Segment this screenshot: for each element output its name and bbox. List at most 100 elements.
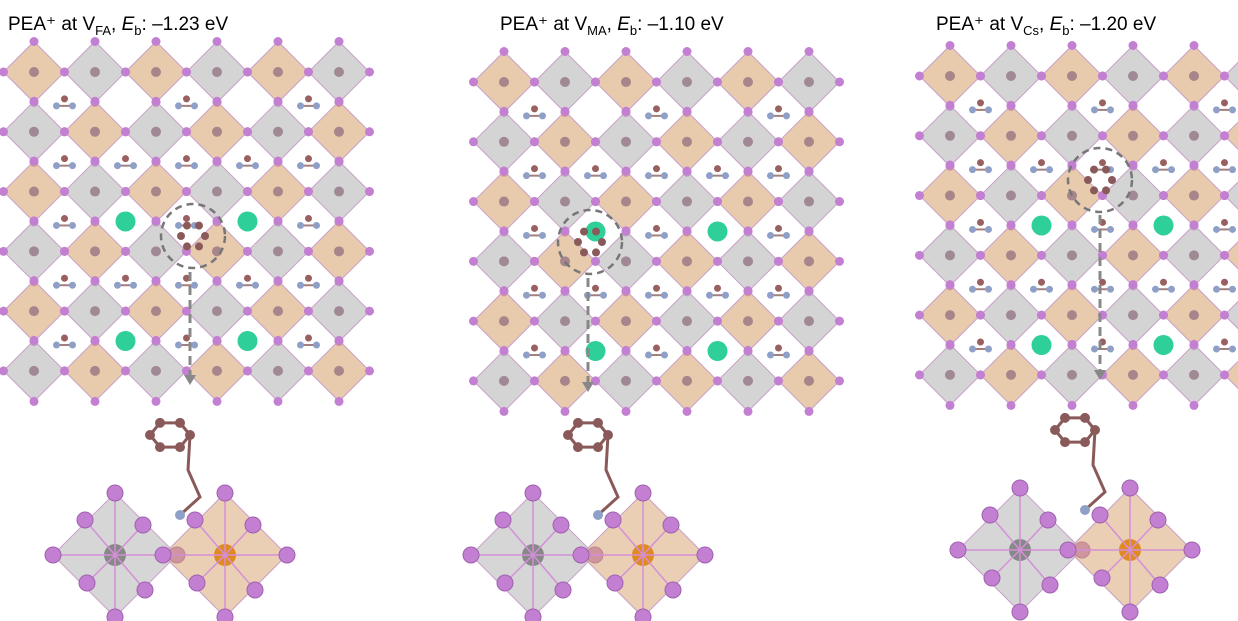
halide-atom <box>946 101 955 110</box>
cation <box>238 331 258 351</box>
n-atom <box>1091 286 1098 293</box>
halide-atom <box>950 542 966 558</box>
halide-atom <box>365 187 374 196</box>
n-atom <box>1107 106 1114 113</box>
c-atom <box>244 155 251 162</box>
halide-atom <box>976 72 985 81</box>
c-atom <box>183 215 190 222</box>
metal-atom <box>945 71 955 81</box>
metal-atom <box>804 256 814 266</box>
halide-atom <box>713 197 722 206</box>
halide-atom <box>137 582 153 598</box>
halide-atom <box>365 366 374 375</box>
halide-atom <box>182 68 191 77</box>
halide-atom <box>121 68 130 77</box>
cation <box>1154 335 1174 355</box>
halide-atom <box>591 317 600 326</box>
metal-atom <box>151 366 161 376</box>
halide-atom <box>915 72 924 81</box>
n-atom <box>722 172 729 179</box>
halide-atom <box>946 401 955 410</box>
c-atom <box>175 418 185 428</box>
n-atom <box>252 162 259 169</box>
halide-atom <box>182 127 191 136</box>
metal-atom <box>560 376 570 386</box>
c-atom <box>593 442 603 452</box>
metal-atom <box>90 306 100 316</box>
ring-atom <box>1102 186 1110 194</box>
arrow-head <box>184 375 196 385</box>
c-atom <box>775 345 782 352</box>
halide-atom <box>561 286 570 295</box>
halide-atom <box>555 582 571 598</box>
halide-atom <box>1159 72 1168 81</box>
halide-atom <box>60 366 69 375</box>
halide-atom <box>663 517 679 533</box>
n-atom <box>969 106 976 113</box>
halide-atom <box>121 247 130 256</box>
n-atom <box>175 162 182 169</box>
halide-atom <box>1037 131 1046 140</box>
halide-atom <box>683 226 692 235</box>
title-text: E <box>617 14 630 35</box>
metal-atom <box>804 376 814 386</box>
metal-atom <box>29 127 39 137</box>
halide-atom <box>60 307 69 316</box>
halide-atom <box>573 547 589 563</box>
halide-atom <box>365 247 374 256</box>
n-atom <box>297 102 304 109</box>
metal-atom <box>560 316 570 326</box>
n-atom <box>767 292 774 299</box>
c-atom <box>61 335 68 342</box>
halide-atom <box>60 187 69 196</box>
c-atom <box>531 165 538 172</box>
panel-title: PEA⁺ at VCs, Eb: –1.20 eV <box>936 14 1156 38</box>
n-atom <box>1152 166 1159 173</box>
title-text: , <box>111 14 122 35</box>
halide-atom <box>744 167 753 176</box>
metal-atom <box>334 67 344 77</box>
halide-atom <box>1190 161 1199 170</box>
n-atom <box>783 172 790 179</box>
n-atom <box>69 162 76 169</box>
halide-atom <box>946 41 955 50</box>
metal-atom <box>90 67 100 77</box>
halide-atom <box>30 97 39 106</box>
metal-atom <box>273 306 283 316</box>
halide-atom <box>1129 41 1138 50</box>
metal-atom <box>621 77 631 87</box>
n-atom <box>969 286 976 293</box>
halide-atom <box>1190 41 1199 50</box>
metal-atom <box>1067 250 1077 260</box>
metal-atom <box>212 306 222 316</box>
halide-atom <box>1220 311 1229 320</box>
metal-atom <box>1006 310 1016 320</box>
c-atom <box>1080 437 1090 447</box>
halide-atom <box>553 517 569 533</box>
n-atom <box>593 510 603 520</box>
halide-atom <box>30 37 39 46</box>
halide-atom <box>152 157 161 166</box>
halide-atom <box>530 197 539 206</box>
n-atom <box>767 232 774 239</box>
halide-atom <box>247 582 263 598</box>
c-atom <box>244 275 251 282</box>
n-atom <box>313 102 320 109</box>
n-atom <box>114 162 121 169</box>
halide-atom <box>274 336 283 345</box>
halide-atom <box>243 68 252 77</box>
panel-title: PEA⁺ at VFA, Eb: –1.23 eV <box>8 14 228 38</box>
halide-atom <box>79 575 95 591</box>
metal-atom <box>945 370 955 380</box>
halide-atom <box>155 547 171 563</box>
halide-atom <box>500 47 509 56</box>
metal-atom <box>273 127 283 137</box>
metal-atom <box>1067 310 1077 320</box>
detail <box>950 413 1200 620</box>
halide-atom <box>774 376 783 385</box>
n-atom <box>1080 505 1090 515</box>
halide-atom <box>683 286 692 295</box>
n-atom <box>1030 166 1037 173</box>
title-text: PEA⁺ at V <box>500 14 587 35</box>
halide-atom <box>805 107 814 116</box>
